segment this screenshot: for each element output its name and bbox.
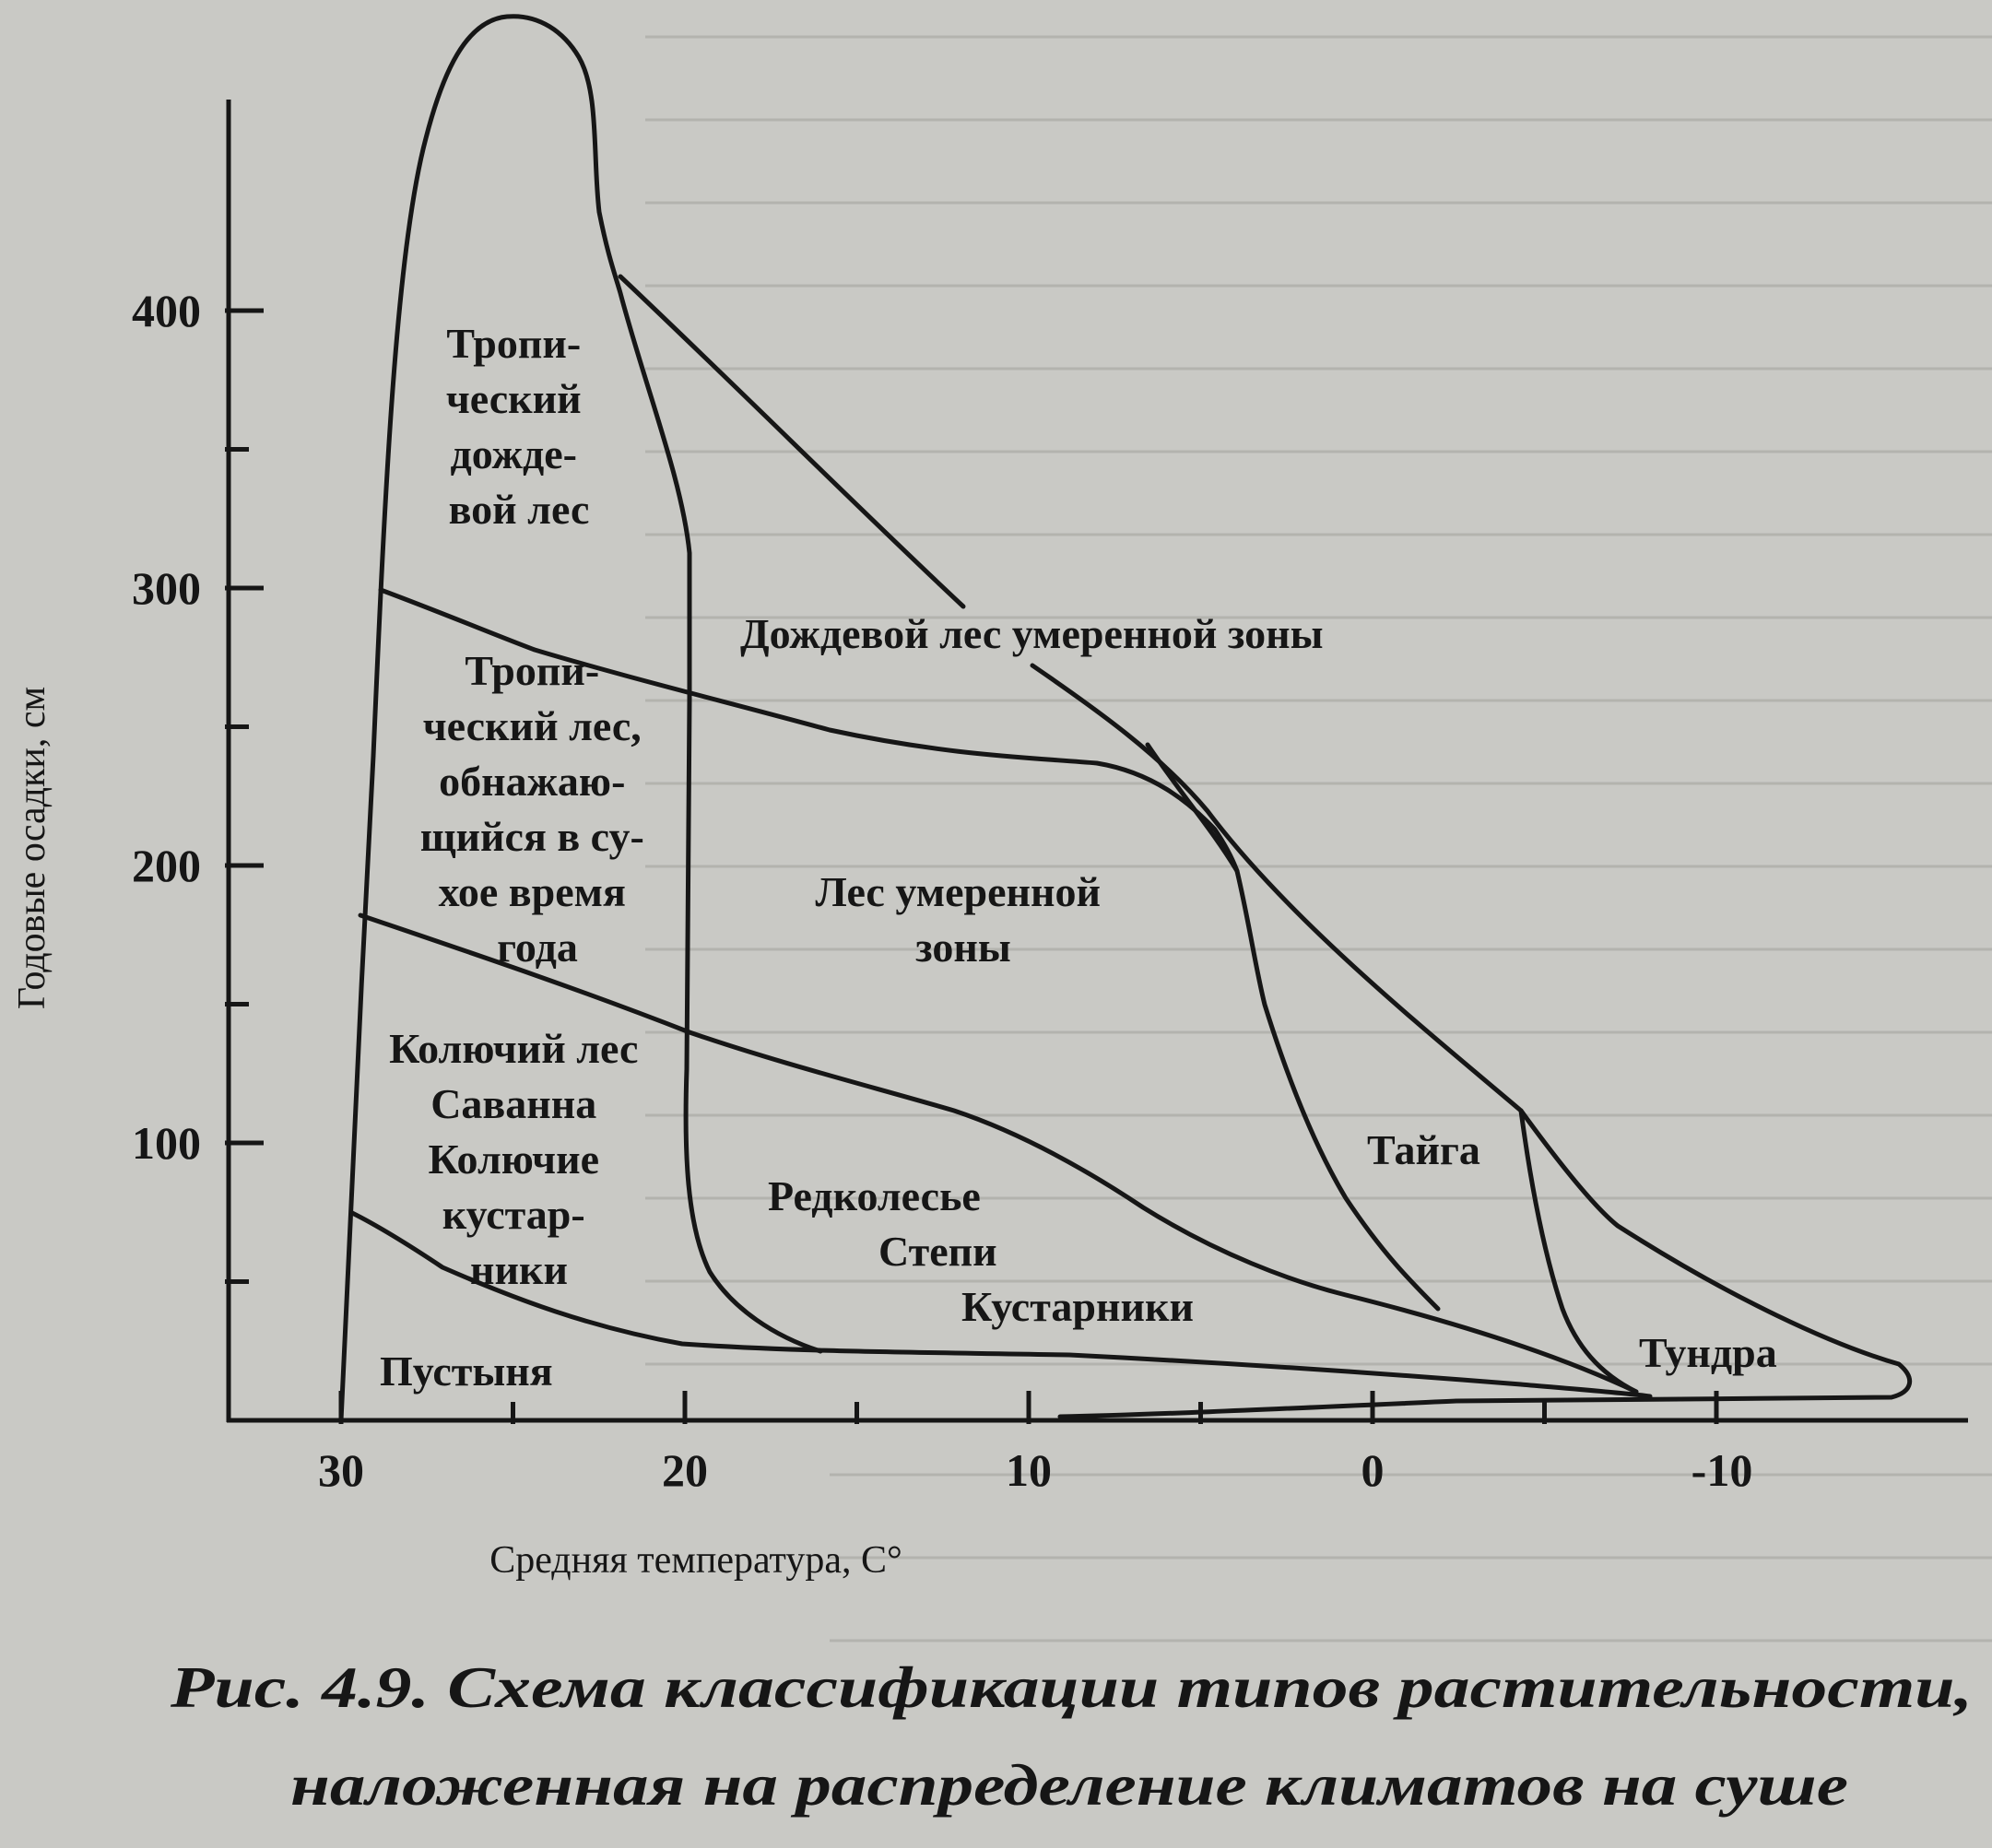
y-tick-label: 100	[132, 1117, 201, 1169]
label-line: Кустарники	[961, 1283, 1194, 1330]
label-line: Тропи-	[465, 647, 599, 694]
taiga-outer-boundary	[1030, 663, 1912, 1419]
label-line: хое время	[439, 868, 626, 915]
label-temperate-rain-forest: Дождевой лес умеренной зоны	[740, 610, 1324, 657]
desert-upper-boundary	[349, 1210, 1653, 1399]
label-tundra: Тундра	[1639, 1329, 1777, 1376]
label-line: ческий лес,	[423, 702, 642, 749]
taiga-inner-boundary	[1145, 742, 1441, 1312]
label-line: Колючие	[428, 1136, 599, 1183]
label-thorn-forest-savanna: Колючий лес Саванна Колючие кустар- ники	[389, 1025, 649, 1293]
label-line: Степи	[878, 1228, 997, 1275]
label-line: Саванна	[430, 1080, 596, 1127]
caption-line-1: Рис. 4.9. Схема классификации типов раст…	[170, 1654, 1973, 1720]
y-tick-label: 200	[132, 840, 201, 891]
x-axis-title: Средняя температура, С°	[489, 1539, 902, 1582]
label-line: кустар-	[442, 1191, 585, 1238]
label-line: зоны	[915, 924, 1011, 971]
y-tick-label: 400	[132, 285, 201, 336]
label-line: Редколесье	[768, 1172, 981, 1219]
temperate-rain-forest-boundary	[618, 274, 966, 609]
label-line: ники	[470, 1246, 568, 1293]
label-woodland-steppe: Редколесье Степи Кустарники	[768, 1172, 1194, 1330]
biome-boundaries	[338, 14, 1912, 1423]
label-line: Тропи-	[446, 320, 581, 367]
label-line: обнажаю-	[439, 758, 625, 805]
figure-caption: Рис. 4.9. Схема классификации типов раст…	[170, 1654, 1973, 1818]
label-taiga: Тайга	[1367, 1126, 1480, 1173]
caption-line-2: наложенная на распределение климатов на …	[290, 1752, 1848, 1818]
label-line: вой лес	[449, 486, 590, 533]
y-tick-marks	[225, 308, 264, 1284]
label-temperate-forest: Лес умеренной зоны	[815, 868, 1111, 971]
x-tick-label: -10	[1691, 1444, 1753, 1496]
label-desert: Пустыня	[380, 1348, 553, 1395]
x-tick-labels: 30 20 10 0 -10	[318, 1444, 1752, 1496]
label-line: года	[497, 924, 578, 971]
tundra-boundary	[1518, 1108, 1639, 1395]
x-tick-label: 20	[662, 1444, 708, 1496]
label-tropical-rain-forest: Тропи- ческий дожде- вой лес	[446, 320, 592, 533]
y-tick-label: 300	[132, 562, 201, 614]
label-tropical-seasonal-forest: Тропи- ческий лес, обнажаю- щийся в су- …	[420, 647, 655, 971]
y-tick-labels: 100 200 300 400	[132, 285, 201, 1169]
label-line: щийся в су-	[420, 813, 644, 860]
label-line: Колючий лес	[389, 1025, 638, 1072]
x-tick-label: 0	[1361, 1444, 1385, 1496]
seasonal-forest-lower-boundary	[358, 912, 1639, 1395]
x-tick-label: 10	[1006, 1444, 1052, 1496]
label-line: дожде-	[451, 430, 577, 477]
label-line: ческий	[446, 375, 582, 422]
region-labels: Тропи- ческий дожде- вой лес Дождевой ле…	[380, 320, 1777, 1395]
y-axis-title: Годовые осадки, см	[11, 687, 53, 1009]
x-tick-label: 30	[318, 1444, 364, 1496]
paper-background	[645, 35, 1992, 1642]
label-line: Лес умеренной	[815, 868, 1101, 915]
tropical-forest-outer-boundary	[338, 14, 823, 1423]
